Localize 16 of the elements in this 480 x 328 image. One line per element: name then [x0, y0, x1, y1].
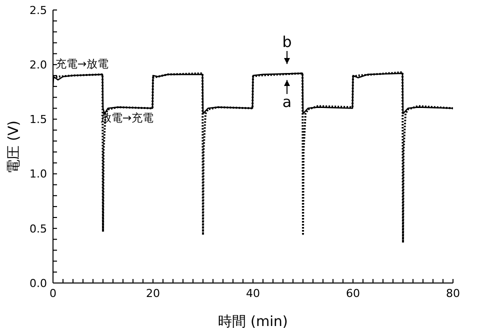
y-axis-title: 電圧 (V) — [6, 120, 22, 174]
x-tick-label: 0 — [50, 286, 56, 300]
y-tick-label: 1.5 — [30, 113, 47, 126]
x-tick-label: 20 — [146, 286, 160, 300]
y-tick-label: 0.0 — [30, 276, 47, 290]
annotation: b — [282, 33, 292, 51]
x-axis-title: 時間 (min) — [218, 314, 288, 328]
x-tick-label: 80 — [446, 286, 460, 300]
y-tick-label: 2.0 — [30, 58, 47, 72]
x-tick-label: 40 — [246, 286, 260, 300]
y-tick-label: 0.5 — [30, 222, 47, 236]
x-tick-label: 60 — [346, 286, 360, 300]
y-tick-label: 2.5 — [30, 4, 47, 17]
annotation: a — [282, 93, 292, 111]
annotation: 充電→放電 — [55, 58, 109, 70]
y-tick-label: 1.0 — [30, 168, 47, 181]
